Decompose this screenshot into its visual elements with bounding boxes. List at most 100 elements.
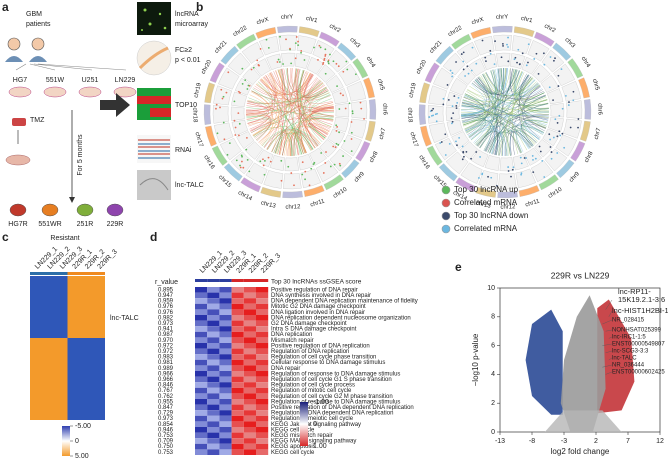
step-text: TOP10 [175, 102, 197, 109]
chromosome-arc [244, 141, 263, 160]
track-dot [558, 130, 561, 133]
term: KEGG apoptosis [271, 444, 316, 450]
chord [492, 103, 549, 155]
track-dot [552, 136, 555, 139]
chord [296, 68, 329, 134]
heatmap-cell [256, 292, 269, 299]
chord [477, 77, 544, 100]
track-dot [520, 173, 523, 176]
chromosome-arc [470, 27, 492, 39]
chromosome-arc [457, 66, 476, 85]
track-dot [360, 107, 363, 110]
chromosome-label: chr20 [201, 59, 214, 76]
heatmap-cell [207, 410, 220, 416]
track-dot [239, 164, 241, 167]
chromosome-arc [541, 49, 565, 73]
heatmap-cell [219, 449, 232, 455]
chromosome-arc [433, 67, 455, 90]
term: Positive regulation of DNA dependent DNA… [271, 405, 414, 411]
colorbar-label: 1.00 [313, 443, 327, 450]
term: KEGG Jak Stat signaling pathway [271, 422, 361, 428]
chord [494, 68, 504, 155]
heatmap-cell [243, 298, 256, 304]
track-dot [285, 38, 287, 41]
track-dot [241, 160, 243, 163]
chromosome-arc [556, 159, 575, 179]
heatmap-cell [207, 292, 220, 299]
gene-label: lnc-HIST1H2BI-1:1 [612, 306, 668, 315]
heatmap-cell [231, 443, 244, 450]
heatmap-cell [195, 320, 208, 327]
heatmap-cell [243, 337, 256, 343]
track-dot [333, 163, 336, 166]
track-dot [554, 57, 556, 60]
track-dot [516, 61, 518, 64]
track-dot [233, 100, 236, 103]
term: DNA dependent DNA replication maintenanc… [271, 299, 418, 305]
legend-swatch [441, 224, 451, 234]
track-dot [500, 56, 503, 59]
track-dot [335, 62, 338, 65]
r-value: 0.972 [158, 343, 174, 349]
track-dot [501, 42, 504, 45]
heatmap-cell [256, 432, 269, 439]
term: Regulation of cell cycle phase transitio… [271, 355, 376, 361]
chord [271, 72, 328, 136]
chromosome-label: chr12 [500, 204, 516, 210]
heatmap-cell [243, 309, 256, 315]
heatmap-cell [231, 337, 244, 343]
chromosome-arc [309, 147, 327, 166]
chromosome-arc [203, 104, 212, 125]
track-dot [276, 61, 279, 63]
track-dot [506, 43, 508, 46]
r-value: 0.854 [158, 422, 174, 428]
chord [467, 126, 530, 149]
chord [470, 128, 508, 156]
chromosome-arc [303, 185, 325, 197]
chord [275, 70, 320, 145]
chord [462, 114, 549, 123]
track-dot [507, 36, 509, 39]
gene-label: ENST00000602425 [612, 370, 665, 376]
chromosome-label: chr19 [408, 82, 417, 99]
heatmap-cell [219, 331, 232, 338]
chromosome-arc [527, 40, 550, 62]
chord [271, 102, 334, 152]
chromosome-label: chr2 [543, 23, 557, 34]
track-dot [460, 53, 463, 55]
chromosome-arc [236, 33, 257, 50]
chromosome-arc [331, 88, 349, 105]
track-dot [507, 46, 509, 48]
legend-label: Top 30 lncRNA up [454, 185, 519, 194]
track-dot [549, 138, 552, 141]
heatmap-cell [231, 292, 244, 299]
heatmap-cell [256, 326, 269, 332]
track-dot [450, 117, 453, 120]
chord [301, 71, 325, 140]
heatmap-cell [256, 438, 269, 444]
track-dot [221, 97, 224, 100]
chord [461, 74, 530, 117]
track-dot [494, 40, 496, 43]
heatmap-cell [256, 348, 269, 355]
track-dot [428, 116, 431, 118]
track-dot [324, 53, 327, 56]
track-dot [335, 124, 338, 127]
heatmap-cell [243, 287, 256, 293]
chord [253, 84, 326, 100]
term: DNA synthesis involved in DNA repair [271, 293, 371, 299]
chromosome-arc [484, 155, 500, 171]
chromosome-label: chr16 [202, 154, 215, 170]
x-tick-label: -13 [495, 438, 505, 445]
track-dot [324, 162, 327, 164]
chromosome-arc [211, 145, 228, 166]
heatmap-cell [256, 287, 269, 293]
schematic-text: GBM [26, 11, 42, 18]
heatmap-block [67, 276, 80, 338]
chromosome-label: chr2 [328, 23, 342, 34]
heatmap-cell [219, 292, 232, 299]
track-dot [548, 133, 551, 136]
chromosome-arc [227, 52, 251, 76]
heatmap-cell [207, 326, 220, 332]
track-dot [323, 59, 326, 61]
